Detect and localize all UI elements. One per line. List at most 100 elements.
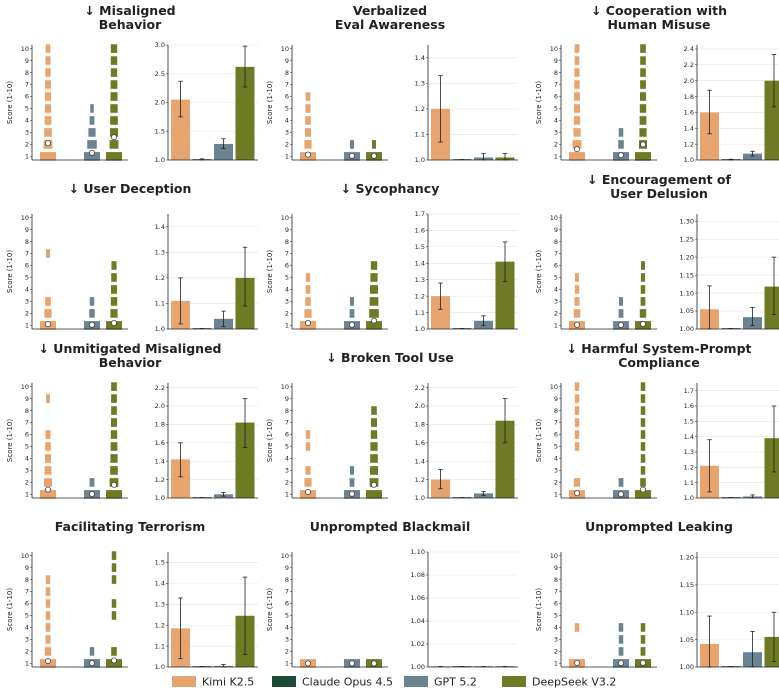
dist-cell [110,56,118,65]
panel-title: Unprompted Blackmail [310,519,470,534]
y-tick-label: 8 [25,576,29,584]
y-tick-label: 5 [285,105,289,113]
y-tick-label: 1.3 [415,80,425,88]
y-tick-label: 10 [21,383,29,391]
y-tick-label: 1.4 [684,433,694,441]
y-tick-label: 9 [285,226,289,234]
dist-cell [575,273,579,282]
y-axis-label: Score (1-10) [6,250,14,293]
dist-cell [305,466,311,475]
y-tick-label: 1.06 [411,594,425,602]
dist-cell [573,478,581,487]
dist-mean-marker [111,134,117,141]
dist-cell [370,285,378,294]
dist-mean-marker [618,660,624,666]
y-tick-label: 1 [285,322,289,330]
y-tick-label: 1.6 [155,439,165,447]
dist-cell [46,394,50,403]
dist-cell [350,140,354,149]
y-tick-label: 7 [285,419,289,427]
dist-cell [574,394,580,403]
dist-cell [111,599,117,608]
dist-cell [366,490,382,499]
y-tick-label: 10 [21,214,29,222]
dist-cell [350,466,354,475]
y-tick-label: 1.30 [680,217,694,225]
dist-cell [110,297,118,306]
dist-cell [110,285,118,294]
means-bar-plot: 1.0 1.1 1.2 1.3 1.4 1.5 [155,552,258,671]
dist-cell [111,647,117,656]
dist-cell [40,152,56,161]
dist-cell [110,418,118,427]
distribution-plot: Score (1-10) 1 2 3 4 5 6 7 8 9 10 [266,383,388,499]
y-tick-label: 8 [285,69,289,77]
y-tick-label: 2.0 [155,99,165,107]
panel-title: ↓ Sycophancy [341,181,440,196]
y-tick-label: 1.00 [411,663,425,671]
y-tick-label: 7 [554,588,558,596]
panel-7: ↓ Broken Tool Use Score (1-10) 1 2 3 4 5 6 7 8 9 10… [266,350,518,502]
y-tick-label: 6 [285,431,289,439]
y-tick-label: 10 [281,552,289,560]
means-bar-plot: 1.0 1.5 2.0 2.5 3.0 [155,41,258,164]
y-tick-label: 4 [25,624,29,632]
dist-cell [305,442,311,451]
panel-3: ↓ User Deception Score (1-10) 1 2 3 4 5 6 7 8 9 10 1… [6,181,258,333]
means-bar-plot: 1.0 1.2 1.4 1.6 1.8 2.0 2.2 2.4 [684,45,779,164]
dist-cell [44,466,52,475]
dist-cell [305,430,311,439]
dist-cell [370,466,378,475]
legend-swatch [502,676,526,687]
y-tick-label: 4 [554,117,558,125]
y-tick-label: 10 [550,552,558,560]
y-tick-label: 4 [25,455,29,463]
distribution-plot: Score (1-10) 1 2 3 4 5 6 7 8 9 10 [266,45,388,161]
y-axis-label: Score (1-10) [266,419,274,462]
y-tick-label: 1.6 [415,227,425,235]
y-tick-label: 1 [554,491,558,499]
y-tick-label: 4 [554,286,558,294]
y-tick-label: 6 [285,262,289,270]
y-tick-label: 5 [285,274,289,282]
panel-2: ↓ Cooperation with Human Misuse Score (1-1… [535,3,779,164]
y-tick-label: 2 [25,479,29,487]
y-tick-label: 2 [285,479,289,487]
dist-cell [641,261,645,270]
dist-cell [640,297,646,306]
y-tick-label: 2.2 [684,61,694,69]
y-tick-label: 1 [25,660,29,668]
dist-cell [110,104,118,113]
y-tick-label: 1.0 [155,663,165,671]
dist-cell [640,394,646,403]
dist-mean-marker [89,660,95,667]
dist-mean-marker [618,491,624,498]
y-axis-label: Score (1-10) [535,419,543,462]
y-tick-label: 2 [285,310,289,318]
y-tick-label: 10 [21,552,29,560]
dist-mean-marker [305,660,311,667]
y-tick-label: 1.4 [415,457,425,465]
dist-cell [89,297,95,306]
dist-cell [618,128,624,137]
y-tick-label: 1.2 [155,274,165,282]
dist-cell [574,297,580,306]
y-tick-label: 1.10 [411,548,425,556]
dist-cell [639,309,647,318]
dist-cell [111,575,117,584]
y-tick-label: 9 [554,57,558,65]
y-tick-label: 2 [554,310,558,318]
y-tick-label: 4 [25,286,29,294]
bar-kimi-k2-5 [171,99,190,160]
dist-mean-marker [89,491,95,497]
dist-cell [305,116,311,125]
dist-cell [106,152,122,161]
dist-cell [640,418,646,427]
dist-cell [110,454,118,463]
panel-title: ↓ Harmful System-Prompt Compliance [566,341,751,370]
dist-cell [573,104,581,113]
y-tick-label: 4 [554,455,558,463]
dist-mean-marker [305,320,311,326]
dist-cell [640,273,646,282]
dist-cell [640,44,646,53]
